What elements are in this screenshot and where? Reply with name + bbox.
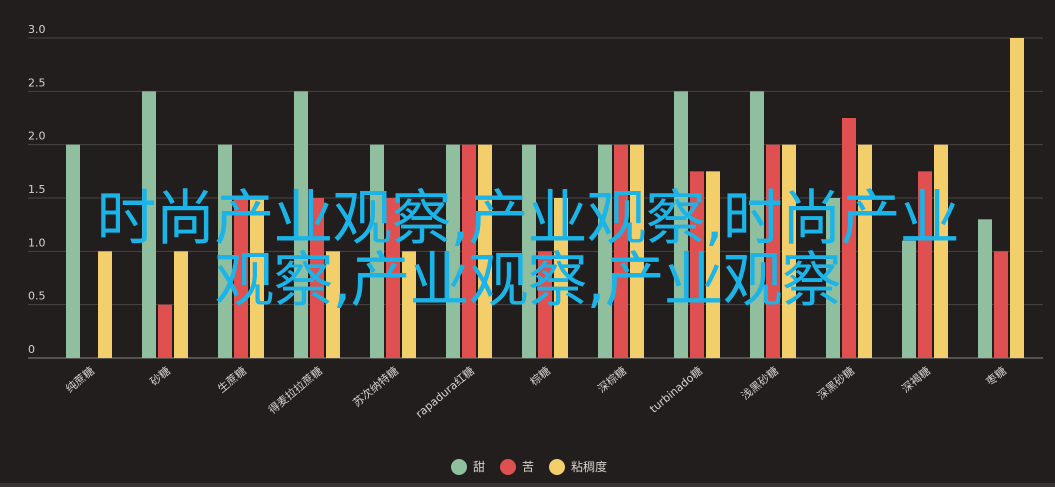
y-tick-label: 2.0 <box>28 130 46 143</box>
bar-bitter[interactable] <box>158 304 172 358</box>
bar-bitter[interactable] <box>842 118 856 358</box>
bar-viscosity[interactable] <box>250 198 264 358</box>
bar-sweet[interactable] <box>142 91 156 358</box>
bar-bitter[interactable] <box>234 198 248 358</box>
bar-viscosity[interactable] <box>1010 38 1024 358</box>
bar-viscosity[interactable] <box>478 144 492 358</box>
bar-sweet[interactable] <box>446 144 460 358</box>
x-category-label: 深褐糖 <box>899 364 933 396</box>
x-category-label: rapadura红糖 <box>413 364 477 421</box>
bar-viscosity[interactable] <box>706 171 720 358</box>
bar-sweet[interactable] <box>750 91 764 358</box>
bar-sweet[interactable] <box>902 240 916 358</box>
bar-bitter[interactable] <box>994 251 1008 358</box>
bar-sweet[interactable] <box>294 91 308 358</box>
bar-viscosity[interactable] <box>858 144 872 358</box>
bar-viscosity[interactable] <box>402 251 416 358</box>
legend-label[interactable]: 苦 <box>522 460 534 474</box>
legend-label[interactable]: 甜 <box>473 460 485 474</box>
bar-bitter[interactable] <box>766 144 780 358</box>
x-category-label: 得麦拉拉蔗糖 <box>265 364 325 417</box>
y-tick-label: 3.0 <box>28 23 46 36</box>
bar-bitter[interactable] <box>310 198 324 358</box>
bar-bitter[interactable] <box>538 251 552 358</box>
bar-sweet[interactable] <box>826 198 840 358</box>
bar-viscosity[interactable] <box>554 198 568 358</box>
legend-marker[interactable] <box>500 459 516 475</box>
y-tick-label: 1.5 <box>28 183 46 196</box>
bar-bitter[interactable] <box>462 144 476 358</box>
x-category-label: turbinado糖 <box>647 364 705 416</box>
x-category-label: 浅黑砂糖 <box>738 364 781 403</box>
x-category-label: 砂糖 <box>147 364 173 389</box>
bar-sweet[interactable] <box>674 91 688 358</box>
bar-viscosity[interactable] <box>630 144 644 358</box>
legend-marker[interactable] <box>451 459 467 475</box>
legend[interactable]: 甜 苦 粘稠度 <box>451 459 607 475</box>
bar-viscosity[interactable] <box>934 144 948 358</box>
y-tick-label: 1.0 <box>28 236 46 249</box>
bottom-border <box>0 483 1055 487</box>
legend-marker[interactable] <box>549 459 565 475</box>
bar-bitter[interactable] <box>614 144 628 358</box>
x-category-label: 深黑砂糖 <box>814 364 857 403</box>
x-category-label: 苏次纳特糖 <box>350 364 401 410</box>
bar-sweet[interactable] <box>598 144 612 358</box>
bar-sweet[interactable] <box>370 144 384 358</box>
bars <box>66 38 1024 358</box>
bar-viscosity[interactable] <box>174 251 188 358</box>
bar-viscosity[interactable] <box>98 251 112 358</box>
bar-bitter[interactable] <box>386 198 400 358</box>
bar-sweet[interactable] <box>218 144 232 358</box>
x-category-label: 深棕糖 <box>595 364 629 396</box>
bar-viscosity[interactable] <box>782 144 796 358</box>
bar-bitter[interactable] <box>918 171 932 358</box>
legend-label[interactable]: 粘稠度 <box>571 459 607 474</box>
x-category-label: 枣糖 <box>983 364 1009 389</box>
x-category-label: 生蔗糖 <box>215 364 249 396</box>
bar-sweet[interactable] <box>522 144 536 358</box>
bar-bitter[interactable] <box>690 171 704 358</box>
bar-sweet[interactable] <box>66 144 80 358</box>
x-axis-labels: 纯蔗糖 砂糖 生蔗糖 得麦拉拉蔗糖 苏次纳特糖 rapadura红糖 棕糖 深棕糖 turbin… <box>63 364 1009 421</box>
x-category-label: 纯蔗糖 <box>63 364 97 396</box>
y-axis-ticks: 0 0.5 1.0 1.5 2.0 2.5 3.0 <box>28 23 46 356</box>
bar-sweet[interactable] <box>978 219 992 358</box>
bar-viscosity[interactable] <box>326 251 340 358</box>
y-tick-label: 0 <box>28 343 35 356</box>
x-category-label: 棕糖 <box>527 364 553 389</box>
y-tick-label: 2.5 <box>28 76 46 89</box>
y-tick-label: 0.5 <box>28 290 46 303</box>
